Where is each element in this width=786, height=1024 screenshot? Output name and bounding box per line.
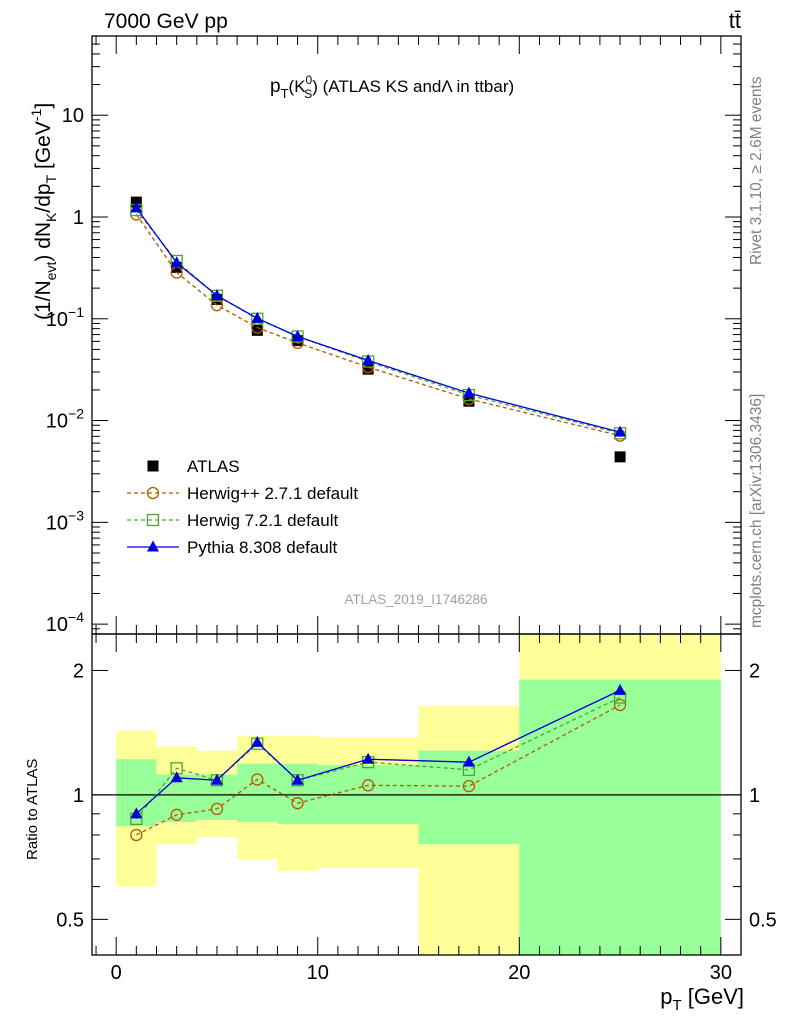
main-y-tick-label: 10−1 bbox=[46, 304, 84, 331]
main-point-atlas bbox=[251, 324, 263, 336]
x-tick-label: 20 bbox=[508, 962, 530, 984]
ratio-line-herwig-7-2-1-default bbox=[135, 696, 621, 820]
legend-marker-herwig-7-2-1-default bbox=[146, 513, 160, 527]
ratio-point-pythia-8-308-default bbox=[362, 752, 375, 764]
process-label: tt̄ bbox=[729, 8, 741, 33]
main-y-tick-label: 10−3 bbox=[46, 507, 84, 534]
main-point-pythia-8-308-default bbox=[210, 289, 223, 301]
main-y-axis-label: (1/Nevt) dNK/dpT [GeV-1] bbox=[28, 103, 59, 320]
ratio-point-pythia-8-308-default bbox=[170, 771, 183, 783]
ratio-point-herwig-2-7-1-default bbox=[170, 808, 183, 821]
main-point-atlas bbox=[362, 363, 374, 375]
analysis-id-watermark: ATLAS_2019_I1746286 bbox=[344, 592, 487, 607]
ratio-y-tick-label: 1 bbox=[73, 785, 84, 807]
ratio-band-green bbox=[519, 679, 721, 955]
legend: ATLAS Herwig++ 2.7.1 default Herwig 7.2.1 … bbox=[127, 457, 358, 557]
ratio-line-herwig-2-7-1-default bbox=[136, 704, 621, 836]
beam-label: 7000 GeV pp bbox=[104, 10, 228, 33]
main-point-pythia-8-308-default bbox=[130, 201, 143, 213]
ratio-point-pythia-8-308-default bbox=[291, 773, 304, 785]
ratio-point-herwig-2-7-1-default bbox=[462, 779, 476, 793]
ratio-band-green bbox=[237, 763, 278, 822]
ratio-point-herwig-2-7-1-default bbox=[251, 773, 264, 786]
rivet-version-label: Rivet 3.1.10, ≥ 2.6M events bbox=[748, 76, 765, 265]
main-point-pythia-8-308-default bbox=[362, 353, 375, 365]
ratio-band-green bbox=[156, 774, 197, 822]
main-line-herwig-7-2-1-default bbox=[135, 209, 621, 434]
legend-marker-herwig-2-7-1-default bbox=[146, 486, 160, 500]
main-y-tick-label: 10−4 bbox=[46, 609, 84, 636]
ratio-point-herwig-2-7-1-default bbox=[361, 779, 375, 792]
ratio-band-green bbox=[277, 763, 318, 825]
main-point-atlas bbox=[614, 451, 626, 463]
ratio-point-herwig-2-7-1-default bbox=[210, 802, 224, 816]
ratio-point-herwig-2-7-1-default bbox=[613, 698, 627, 712]
ratio-y-tick-label-right: 2 bbox=[749, 660, 760, 682]
main-point-pythia-8-308-default bbox=[291, 329, 304, 341]
legend-label-atlas: ATLAS bbox=[187, 457, 240, 476]
main-point-pythia-8-308-default bbox=[170, 256, 183, 268]
ratio-point-pythia-8-308-default bbox=[210, 773, 223, 785]
x-tick-label: 0 bbox=[111, 962, 122, 984]
main-line-herwig-2-7-1-default bbox=[135, 214, 621, 437]
ratio-point-pythia-8-308-default bbox=[130, 807, 143, 819]
ratio-point-pythia-8-308-default bbox=[462, 755, 475, 767]
ratio-point-herwig-2-7-1-default bbox=[291, 797, 304, 810]
ratio-point-herwig-2-7-1-default bbox=[130, 828, 143, 842]
ratio-point-pythia-8-308-default bbox=[251, 735, 264, 747]
main-y-tick-label: 1 bbox=[73, 207, 84, 229]
legend-label-herwig-2-7-1-default: Herwig++ 2.7.1 default bbox=[187, 484, 358, 503]
ratio-series bbox=[130, 683, 627, 842]
legend-marker-pythia-8-308-default bbox=[147, 540, 159, 552]
mcplots-label: mcplots.cern.ch [arXiv:1306.3436] bbox=[748, 394, 765, 628]
legend-label-herwig-7-2-1-default: Herwig 7.2.1 default bbox=[187, 511, 338, 530]
main-point-pythia-8-308-default bbox=[251, 311, 264, 323]
main-point-pythia-8-308-default bbox=[614, 425, 627, 437]
main-point-pythia-8-308-default bbox=[462, 386, 475, 398]
ratio-y-tick-label: 0.5 bbox=[56, 909, 84, 931]
main-y-tick-label: 10 bbox=[62, 105, 84, 127]
legend-label-pythia-8-308-default: Pythia 8.308 default bbox=[187, 538, 338, 557]
main-y-tick-label: 10−2 bbox=[46, 406, 84, 433]
main-axes: 10 1 10−1 10−2 10−3 10−4 bbox=[46, 35, 742, 636]
ratio-y-tick-label: 2 bbox=[73, 660, 84, 682]
ratio-line-pythia-8-308-default bbox=[135, 689, 621, 815]
main-series bbox=[130, 196, 627, 463]
main-title: pT(K0 S) (ATLAS KS andΛ in ttbar) bbox=[270, 73, 514, 101]
ratio-point-pythia-8-308-default bbox=[614, 683, 627, 695]
x-axis-label: pT [GeV] bbox=[660, 984, 744, 1014]
x-tick-label: 10 bbox=[307, 962, 329, 984]
ratio-y-tick-label-right: 1 bbox=[749, 785, 760, 807]
ratio-y-axis-label: Ratio to ATLAS bbox=[24, 759, 41, 860]
x-tick-label: 30 bbox=[710, 962, 732, 984]
legend-marker-atlas bbox=[147, 460, 159, 472]
main-line-pythia-8-308-default bbox=[135, 207, 621, 433]
ratio-axes: 0 10 20 30 2 2 1 1 0.5 0.5 bbox=[56, 633, 777, 984]
ratio-y-tick-label-right: 0.5 bbox=[749, 909, 777, 931]
